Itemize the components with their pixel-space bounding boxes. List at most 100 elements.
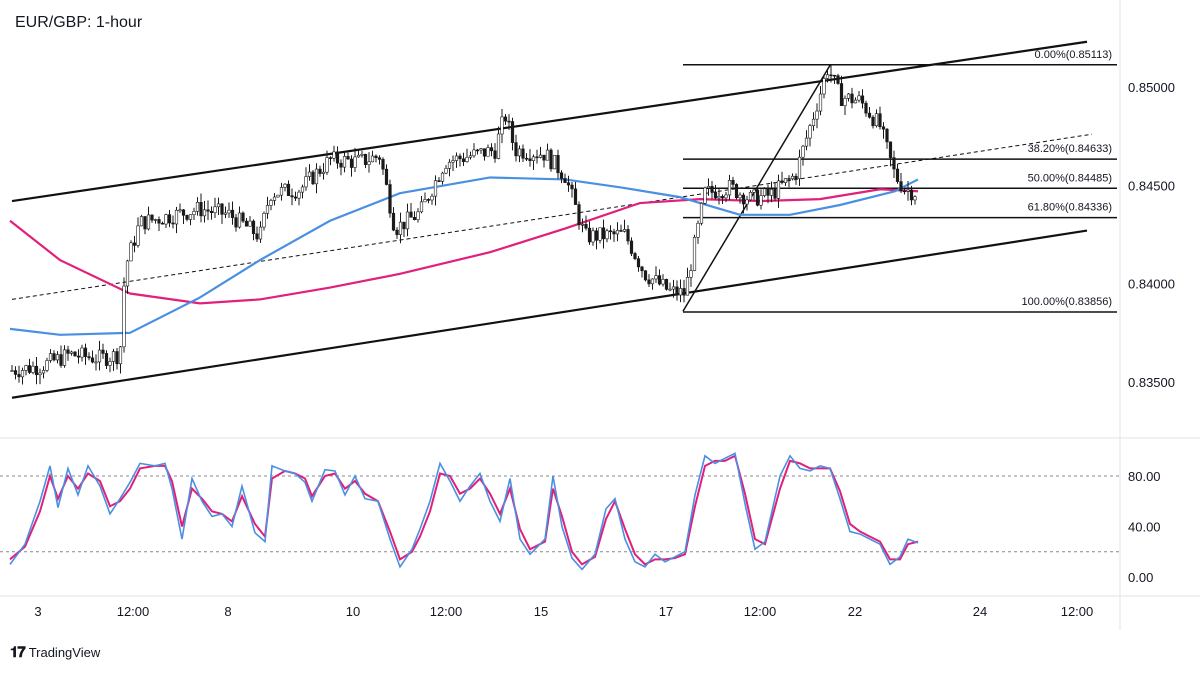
candle-body [615, 230, 620, 235]
fib-level-label: 100.00%(0.83856) [1021, 296, 1112, 308]
ma-fast-line [9, 176, 919, 336]
candle-body [584, 223, 588, 229]
candle-body [153, 219, 158, 221]
time-tick-label: 3 [34, 604, 41, 619]
candle-body [66, 349, 70, 354]
candle-body [174, 209, 179, 225]
candle-body [384, 168, 389, 185]
ma-slow-line [9, 188, 919, 305]
candle-body [580, 223, 585, 226]
candle-body [804, 137, 809, 147]
candle-body [255, 233, 259, 240]
candle-body [909, 189, 914, 201]
candle-body [241, 212, 245, 222]
candle-body [524, 157, 529, 160]
candle-body [727, 180, 732, 196]
candle-body [507, 120, 511, 123]
moving-averages [9, 176, 919, 336]
candle-body [332, 151, 336, 159]
candle-body [395, 229, 399, 235]
candle-body [888, 141, 893, 158]
stoch-d-line [9, 454, 919, 566]
candle-body [860, 95, 865, 104]
candle-body [437, 180, 441, 182]
candle-body [307, 171, 312, 177]
candle-body [370, 155, 375, 163]
candle-body [745, 199, 749, 205]
candle-body [269, 200, 273, 206]
candle-body [720, 196, 725, 199]
stochastic-oscillator [0, 452, 1120, 571]
candle-body [227, 209, 231, 214]
candle-body [741, 194, 746, 205]
candle-body [339, 162, 343, 168]
candle-body [353, 156, 357, 168]
candle-body [300, 186, 305, 193]
candle-body [234, 217, 238, 228]
candle-body [612, 231, 616, 235]
candle-body [605, 230, 609, 240]
candle-body [881, 126, 886, 130]
candle-body [146, 214, 151, 230]
fib-level-label: 0.00%(0.85113) [1035, 49, 1112, 61]
candle-body [549, 149, 553, 170]
candle-body [157, 219, 161, 224]
candle-body [685, 277, 690, 296]
candle-body [209, 210, 214, 213]
candle-body [706, 185, 711, 189]
candle-body [454, 155, 459, 161]
candle-body [622, 229, 627, 232]
time-tick-label: 17 [659, 604, 673, 619]
candle-body [626, 229, 630, 242]
candle-body [647, 279, 651, 285]
candle-body [633, 253, 637, 260]
candle-body [104, 353, 109, 366]
candle-body [871, 116, 875, 127]
candle-body [496, 133, 501, 159]
candle-body [710, 185, 714, 193]
candle-body [94, 361, 98, 364]
candle-body [797, 156, 802, 179]
candle-body [839, 83, 844, 107]
candle-body [573, 188, 578, 205]
candle-body [776, 180, 781, 199]
candle-body [699, 203, 704, 224]
candle-body [517, 148, 522, 157]
candle-body [216, 203, 221, 208]
candle-body [132, 242, 137, 246]
candle-body [181, 209, 186, 216]
candle-body [178, 209, 182, 212]
brand-label: TradingView [28, 645, 101, 660]
candle-body [468, 155, 473, 158]
candle-body [244, 220, 249, 227]
candle-body [514, 142, 518, 157]
candle-body [185, 215, 189, 220]
candle-body [552, 155, 557, 170]
candle-body [237, 212, 242, 228]
candle-body [27, 365, 32, 373]
candle-body [766, 188, 770, 196]
candle-body [503, 116, 508, 122]
candle-body [412, 216, 417, 220]
price-tick-label: 0.85000 [1128, 80, 1175, 95]
candle-body [748, 192, 753, 201]
candle-body [752, 189, 756, 193]
candle-body [895, 168, 900, 182]
candle-body [717, 196, 721, 199]
time-tick-label: 12:00 [430, 604, 463, 619]
candle-body [815, 110, 819, 120]
candle-body [458, 155, 462, 160]
candle-body [143, 216, 147, 230]
candle-body [661, 279, 665, 285]
candle-body [825, 74, 830, 79]
candle-body [188, 214, 193, 220]
candle-body [475, 149, 480, 152]
fib-level-label: 61.80%(0.84336) [1028, 202, 1112, 214]
candle-body [24, 365, 28, 371]
candle-body [248, 220, 252, 227]
candle-body [654, 275, 658, 280]
candle-body [283, 183, 287, 188]
candle-body [829, 74, 833, 77]
candle-body [59, 354, 63, 366]
